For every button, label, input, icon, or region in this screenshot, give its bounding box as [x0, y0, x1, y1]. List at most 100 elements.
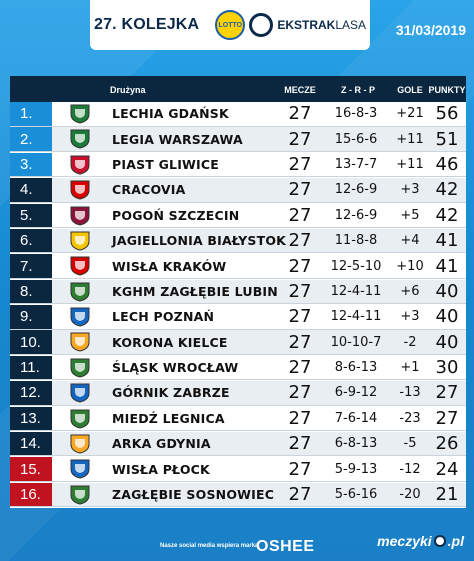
club-crest-icon — [60, 282, 100, 302]
position-cell: 14. — [10, 431, 52, 456]
league-name: EKSTRAKLASA — [277, 18, 366, 32]
points-cell: 41 — [435, 230, 459, 252]
club-crest-icon — [60, 332, 100, 352]
position-cell: 1. — [10, 102, 52, 126]
wdl-cell: 12-4-11 — [330, 283, 382, 299]
league-logo: LOTTO EKSTRAKLASA — [215, 10, 366, 40]
league-name-bold: EKSTRAK — [277, 18, 336, 32]
team-name: KORONA KIELCE — [112, 334, 228, 350]
league-name-light: LASA — [335, 18, 367, 32]
position-cell: 9. — [10, 305, 52, 329]
table-row: 15. WISŁA PŁOCK 27 5-9-13 -12 24 — [10, 457, 466, 482]
date: 31/03/2019 — [395, 22, 466, 38]
team-name: GÓRNIK ZABRZE — [112, 385, 230, 401]
round-label: 27. KOLEJKA — [93, 16, 200, 33]
club-crest-icon — [60, 231, 100, 251]
position-cell: 13. — [10, 406, 52, 430]
played-cell: 27 — [288, 357, 312, 378]
table-row: 6. JAGIELLONIA BIAŁYSTOK 27 11-8-8 +4 41 — [10, 228, 466, 254]
table-row: 7. WISŁA KRAKÓW 27 12-5-10 +10 41 — [10, 254, 466, 279]
goals-cell: -13 — [399, 385, 421, 401]
goals-cell: +5 — [400, 207, 420, 223]
team-name: PIAST GLIWICE — [112, 157, 219, 172]
wdl-cell: 6-9-12 — [334, 385, 378, 401]
wdl-cell: 12-6-9 — [334, 207, 378, 223]
points-cell: 27 — [435, 382, 459, 404]
club-crest-icon — [60, 206, 100, 226]
position-cell: 7. — [10, 254, 52, 278]
goals-cell: -23 — [399, 410, 421, 426]
brand-left: meczyki — [377, 533, 432, 549]
club-crest-icon — [60, 307, 100, 327]
points-cell: 21 — [435, 483, 459, 505]
club-crest-icon — [60, 104, 100, 124]
club-crest-icon — [60, 409, 100, 429]
footer-text: Nasze social media wspiera marka — [160, 543, 259, 549]
goals-cell: +10 — [396, 258, 424, 274]
wdl-cell: 13-7-7 — [334, 157, 378, 172]
team-name: ŚLĄSK WROCŁAW — [112, 360, 239, 375]
points-cell: 46 — [435, 154, 459, 175]
column-header-team: Drużyna — [110, 85, 146, 95]
oshee-logo: OSHEE — [256, 538, 315, 555]
points-cell: 42 — [435, 179, 459, 201]
table-row: 16. ZAGŁĘBIE SOSNOWIEC 27 5-6-16 -20 21 — [10, 482, 466, 508]
footer: Nasze social media wspiera marka OSHEE m… — [0, 530, 474, 561]
played-cell: 27 — [288, 458, 312, 480]
table-row: 3. PIAST GLIWICE 27 13-7-7 +11 46 — [10, 152, 466, 178]
header: 27. KOLEJKA LOTTO EKSTRAKLASA 31/03/2019 — [0, 0, 474, 62]
points-cell: 27 — [435, 407, 459, 429]
position-cell: 12. — [10, 381, 52, 405]
played-cell: 27 — [288, 154, 312, 175]
wdl-cell: 5-9-13 — [334, 461, 378, 477]
goals-cell: +1 — [400, 360, 420, 375]
wdl-cell: 8-6-13 — [334, 360, 378, 375]
team-name: ARKA GDYNIA — [112, 436, 211, 452]
team-name: LECHIA GDAŃSK — [112, 106, 229, 122]
brand-right: .pl — [447, 533, 464, 549]
played-cell: 27 — [288, 407, 312, 429]
position-cell: 6. — [10, 228, 52, 253]
table-row: 10. KORONA KIELCE 27 10-10-7 -2 40 — [10, 330, 466, 355]
table-row: 12. GÓRNIK ZABRZE 27 6-9-12 -13 27 — [10, 381, 466, 406]
played-cell: 27 — [288, 280, 312, 302]
points-cell: 30 — [435, 357, 459, 378]
ekstraklasa-ball-icon — [249, 13, 274, 37]
team-name: MIEDŹ LEGNICA — [112, 410, 225, 426]
table-row: 11. ŚLĄSK WROCŁAW 27 8-6-13 +1 30 — [10, 355, 466, 381]
club-crest-icon — [60, 256, 100, 276]
wdl-cell: 12-4-11 — [330, 309, 382, 325]
table-header: Drużyna MECZE Z - R - P GOLE PUNKTY — [10, 76, 466, 102]
played-cell: 27 — [288, 433, 312, 455]
table-row: 13. MIEDŹ LEGNICA 27 7-6-14 -23 27 — [10, 406, 466, 431]
club-crest-icon — [60, 459, 100, 479]
played-cell: 27 — [288, 179, 312, 201]
club-crest-icon — [60, 383, 100, 403]
played-cell: 27 — [288, 255, 312, 277]
table-row: 9. LECH POZNAŃ 27 12-4-11 +3 40 — [10, 305, 466, 330]
points-cell: 40 — [435, 306, 459, 328]
points-cell: 26 — [435, 433, 459, 455]
played-cell: 27 — [288, 306, 312, 328]
team-name: ZAGŁĘBIE SOSNOWIEC — [112, 486, 275, 502]
club-crest-icon — [60, 434, 100, 454]
table-row: 2. LEGIA WARSZAWA 27 15-6-6 +11 51 — [10, 127, 466, 152]
position-cell: 8. — [10, 279, 52, 304]
team-name: WISŁA KRAKÓW — [112, 258, 227, 274]
position-cell: 11. — [10, 355, 52, 380]
team-name: JAGIELLONIA BIAŁYSTOK — [112, 233, 287, 249]
lotto-logo-icon: LOTTO — [215, 10, 246, 40]
position-cell: 10. — [10, 330, 52, 354]
header-banner: 27. KOLEJKA LOTTO EKSTRAKLASA — [90, 0, 370, 50]
position-cell: 4. — [10, 178, 52, 202]
goals-cell: -20 — [399, 486, 421, 502]
column-header-points: PUNKTY — [428, 85, 466, 95]
club-crest-icon — [60, 358, 100, 378]
played-cell: 27 — [288, 204, 312, 226]
column-header-played: MECZE — [284, 85, 316, 95]
wdl-cell: 15-6-6 — [334, 131, 378, 147]
meczyki-logo: meczyki .pl — [377, 530, 464, 552]
club-crest-icon — [60, 180, 100, 200]
played-cell: 27 — [288, 331, 312, 353]
played-cell: 27 — [288, 382, 312, 404]
